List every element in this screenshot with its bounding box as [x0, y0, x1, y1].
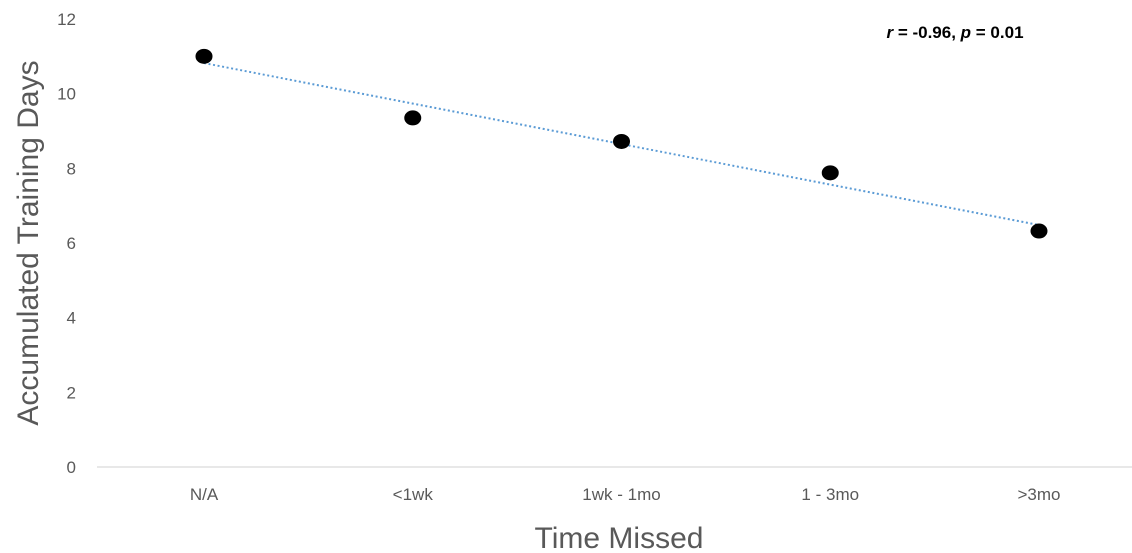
p-value: = 0.01: [971, 23, 1023, 42]
x-tick-label: >3mo: [1018, 485, 1061, 504]
x-tick-label: <1wk: [393, 485, 434, 504]
data-points: [195, 48, 1048, 239]
y-axis-title: Accumulated Training Days: [12, 60, 45, 425]
data-point: [404, 110, 422, 126]
y-tick-label: 10: [57, 85, 76, 104]
y-tick-label: 12: [57, 10, 76, 29]
y-tick-label: 4: [67, 309, 76, 328]
y-tick-label: 2: [67, 383, 76, 402]
y-tick-label: 6: [67, 234, 76, 253]
x-tick-label: 1wk - 1mo: [582, 485, 660, 504]
x-axis-ticks: N/A <1wk 1wk - 1mo 1 - 3mo >3mo: [190, 485, 1061, 504]
x-axis-title: Time Missed: [535, 522, 704, 553]
data-point: [821, 165, 839, 181]
r-value: = -0.96,: [893, 23, 961, 42]
trendline: [203, 62, 1040, 227]
correlation-annotation: r = -0.96, p = 0.01: [886, 23, 1023, 42]
x-tick-label: 1 - 3mo: [801, 485, 859, 504]
data-point: [195, 48, 213, 64]
r-symbol: r: [886, 23, 894, 42]
y-tick-label: 0: [67, 458, 76, 477]
data-point: [613, 133, 630, 149]
p-symbol: p: [960, 23, 971, 42]
x-tick-label: N/A: [190, 485, 219, 504]
y-axis-ticks: 0 2 4 6 8 10 12: [57, 10, 76, 477]
y-tick-label: 8: [67, 159, 76, 178]
data-point: [1030, 223, 1048, 239]
